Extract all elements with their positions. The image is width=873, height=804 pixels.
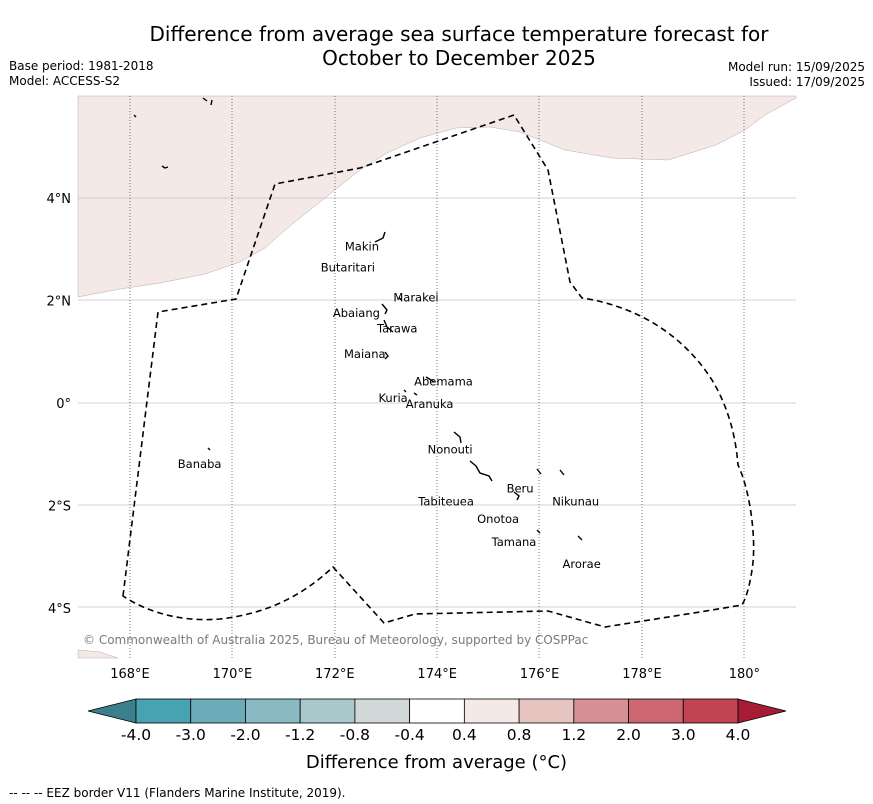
colorbar-tick-label: 4.0	[726, 726, 751, 744]
island-label-marakei: Marakei	[393, 291, 438, 305]
colorbar-tick-label: -2.0	[230, 726, 260, 744]
island-label-banaba: Banaba	[178, 457, 222, 471]
island-label-onotoa: Onotoa	[477, 512, 519, 526]
colorbar-tick-label: 2.0	[616, 726, 641, 744]
lon-label: 170°E	[213, 667, 253, 682]
colorbar-segment	[299, 698, 356, 724]
model-run: Model run: 15/09/2025	[727, 60, 865, 74]
lon-label: 174°E	[417, 667, 457, 682]
colorbar-segment	[409, 698, 465, 724]
island-label-maiana: Maiana	[344, 347, 386, 361]
colorbar-segment	[463, 698, 520, 724]
base-period: Base period: 1981-2018	[9, 59, 154, 73]
lat-label: 2°N	[47, 295, 72, 310]
lat-label: 0°	[56, 397, 71, 412]
colorbar-segment	[628, 698, 684, 724]
lon-label: 168°E	[110, 667, 150, 682]
colorbar-segment	[518, 698, 575, 724]
colorbar-segment	[682, 698, 739, 724]
anomaly-shading-south	[77, 649, 119, 659]
colorbar-segment	[245, 698, 301, 724]
lat-label: 4°S	[48, 602, 71, 617]
lat-label: 2°S	[48, 499, 71, 514]
colorbar-extend-low	[87, 698, 137, 724]
island-label-abemama: Abemama	[414, 375, 473, 389]
colorbar-tick-label: 1.2	[561, 726, 586, 744]
colorbar-tick-label: -3.0	[176, 726, 206, 744]
meta-right: Model run: 15/09/2025 Issued: 17/09/2025	[728, 60, 865, 90]
copyright-text: © Commonwealth of Australia 2025, Bureau…	[83, 633, 588, 647]
eez-legend: -- -- -- EEZ border V11 (Flanders Marine…	[9, 786, 346, 800]
colorbar-tick-label: 0.4	[452, 726, 477, 744]
island-outlines	[133, 97, 583, 541]
island-label-tamana: Tamana	[491, 535, 537, 549]
colorbar-tick-label: -0.8	[340, 726, 370, 744]
island-label-butaritari: Butaritari	[321, 260, 375, 274]
island-label-beru: Beru	[507, 482, 534, 496]
island-label-tabiteuea: Tabiteuea	[417, 495, 474, 509]
lon-gridlines	[129, 96, 745, 658]
island-label-aranuka: Aranuka	[406, 397, 454, 411]
colorbar-tick-label: -1.2	[285, 726, 315, 744]
island-label-arorae: Arorae	[563, 557, 601, 571]
issued-date: Issued: 17/09/2025	[749, 75, 865, 89]
colorbar-segment	[354, 698, 411, 724]
island-label-nonouti: Nonouti	[428, 443, 473, 457]
island-label-makin: Makin	[345, 239, 379, 253]
meta-left: Base period: 1981-2018 Model: ACCESS-S2	[9, 59, 154, 89]
colorbar-ticks: -4.0 -3.0 -2.0 -1.2 -0.8 -0.4 0.4 0.8 1.2 2.0 3.0 4…	[121, 726, 750, 744]
colorbar	[87, 698, 787, 724]
lon-label: 178°E	[622, 667, 662, 682]
colorbar-segment	[573, 698, 629, 724]
colorbar-tick-label: 0.8	[507, 726, 532, 744]
island-label-tarawa: Tarawa	[376, 321, 417, 335]
title-line-2: October to December 2025	[322, 46, 596, 70]
map-title: Difference from average sea surface temp…	[0, 22, 873, 70]
colorbar-tick-label: -4.0	[121, 726, 151, 744]
lat-label: 4°N	[47, 192, 72, 207]
island-label-kuria: Kuria	[378, 391, 407, 405]
model-name: Model: ACCESS-S2	[9, 74, 121, 88]
colorbar-segment	[135, 698, 192, 724]
colorbar-extend-high	[737, 698, 787, 724]
colorbar-title: Difference from average (°C)	[305, 752, 568, 773]
island-label-abaiang: Abaiang	[333, 306, 380, 320]
lon-label: 180°	[729, 667, 760, 682]
colorbar-tick-label: -0.4	[395, 726, 425, 744]
lat-labels: 4°N 2°N 0° 2°S 4°S	[47, 192, 72, 617]
colorbar-tick-label: 3.0	[671, 726, 696, 744]
lon-label: 172°E	[315, 667, 355, 682]
lon-label: 176°E	[520, 667, 560, 682]
anomaly-shading-north	[77, 95, 797, 298]
island-label-nikunau: Nikunau	[552, 495, 599, 509]
colorbar-segment	[190, 698, 246, 724]
title-line-1: Difference from average sea surface temp…	[149, 22, 769, 46]
lon-labels: 168°E 170°E 172°E 174°E 176°E 178°E 180°	[110, 667, 760, 682]
